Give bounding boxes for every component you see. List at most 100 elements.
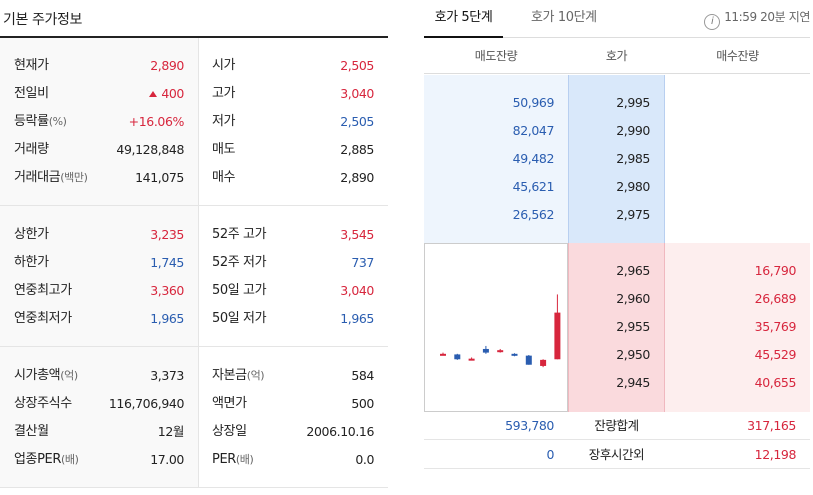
orderbook-volume: 16,790 [754,263,797,278]
orderbook-price: 2,980 [616,179,650,194]
info-unit: (배) [61,453,79,466]
info-label: 50일 고가 [212,283,267,298]
info-label: 시가총액(억) [14,368,78,383]
info-row: 저가 2,505 [198,108,388,136]
ask-empty-column [665,75,810,243]
info-value: 3,040 [340,86,374,101]
info-value: 3,545 [340,227,374,242]
orderbook-price: 2,965 [616,263,650,278]
bid-volume-column: 16,790 26,689 35,769 45,529 40,655 [665,243,810,412]
info-row: 연중최고가 3,360 [0,277,198,305]
info-unit: (%) [48,115,67,128]
orderbook-panel: 호가 5단계 호가 10단계 i 11:59 20분 지연 매도잔량 호가 매수잔… [424,0,810,495]
info-value: 116,706,940 [108,396,185,411]
info-row: 현재가 2,890 [0,52,198,80]
info-label: 자본금(억) [212,368,265,383]
orderbook-header: 매도잔량 호가 매수잔량 [424,38,810,74]
info-value: 584 [351,368,374,383]
orderbook-price: 2,975 [616,207,650,222]
info-label: 매수 [212,170,236,185]
info-value: 12월 [157,424,185,439]
range-info-block: 상한가 3,235 하한가 1,745 연중최고가 3,360 연중최저가 1,965 52주 … [0,206,388,347]
header-bid-volume: 매수잔량 [716,49,759,63]
delay-info: i 11:59 20분 지연 [704,8,810,30]
info-label: 50일 저가 [212,311,267,326]
orderbook-price: 2,990 [616,123,650,138]
info-row: 액면가 500 [198,390,388,418]
info-label: 시가 [212,58,236,73]
candle-body [454,354,461,360]
orderbook-price: 2,945 [616,375,650,390]
info-value: 2,885 [340,142,374,157]
header-ask-volume: 매도잔량 [474,49,518,63]
info-row: 전일비 400 [0,80,198,108]
info-row: 고가 3,040 [198,80,388,108]
info-label: 상장일 [212,424,247,439]
total-bid-volume: 317,165 [747,418,796,433]
info-value: 2,505 [340,58,374,73]
info-value: 737 [351,255,374,270]
info-label: PER(배) [212,452,254,467]
orderbook-volume: 35,769 [754,319,797,334]
orderbook-volume: 26,689 [754,291,797,306]
orderbook-volume: 40,655 [754,375,797,390]
info-row: 52주 고가 3,545 [198,221,388,249]
orderbook-tabs: 호가 5단계 호가 10단계 i 11:59 20분 지연 [424,0,810,38]
after-hours-label: 장후시간외 [588,447,645,462]
info-row: 업종PER(배) 17.00 [0,446,198,474]
info-label: 연중최저가 [14,311,72,326]
ask-volume-column: 50,969 82,047 49,482 45,621 26,562 [424,75,568,243]
total-label: 잔량합계 [594,418,639,433]
candle-body [554,312,561,360]
info-label: 매도 [212,142,236,157]
price-info-block: 현재가 2,890 전일비 400 등락률(%) +16.06% 거래량 49,128,848… [0,38,388,206]
info-value: 3,373 [150,368,184,383]
info-label: 연중최고가 [14,283,72,298]
info-label: 현재가 [14,58,49,73]
info-unit: (억) [246,369,265,382]
info-value: 3,235 [150,227,184,242]
info-row: 상장주식수 116,706,940 [0,390,198,418]
orderbook-price: 2,985 [616,151,650,166]
info-row: 상한가 3,235 [0,221,198,249]
orderbook-volume: 26,562 [512,207,555,222]
info-row: 매수 2,890 [198,164,388,192]
info-label: 거래량 [14,142,49,157]
info-value: 3,360 [150,283,184,298]
info-label: 결산월 [14,424,49,439]
candle-body [482,348,489,353]
info-value: 0.0 [355,452,374,467]
info-label: 액면가 [212,396,247,411]
orderbook-volume: 45,529 [754,347,797,362]
tab-10-level[interactable]: 호가 10단계 [531,10,597,25]
info-value: 400 [149,80,184,108]
info-label: 전일비 [14,86,49,101]
orderbook-volume: 45,621 [512,179,555,194]
info-label: 하한가 [14,255,49,270]
candle-body [497,350,504,353]
info-value: 141,075 [135,170,184,185]
tab-5-level[interactable]: 호가 5단계 [424,0,503,38]
info-row: 자본금(억) 584 [198,362,388,390]
candle-chart-svg [440,294,561,368]
info-icon[interactable]: i [704,14,721,30]
info-label: 고가 [212,86,236,101]
info-value: 2006.10.16 [306,424,374,439]
info-value: 1,965 [340,311,374,326]
info-row: 50일 저가 1,965 [198,305,388,333]
basic-info-title: 기본 주가정보 [3,12,82,28]
info-value: 1,965 [150,311,184,326]
info-row: PER(배) 0.0 [198,446,388,474]
candle-body [540,359,547,366]
info-row: 하한가 1,745 [0,249,198,277]
orderbook-price: 2,960 [616,291,650,306]
info-value: 500 [351,396,374,411]
info-row: 상장일 2006.10.16 [198,418,388,446]
info-label: 상한가 [14,227,49,242]
title-divider [0,36,388,38]
info-value: +16.06% [128,114,185,129]
after-hours-row: 0 장후시간외 12,198 [424,441,810,469]
candle-body [468,358,475,361]
orderbook-price: 2,950 [616,347,650,362]
